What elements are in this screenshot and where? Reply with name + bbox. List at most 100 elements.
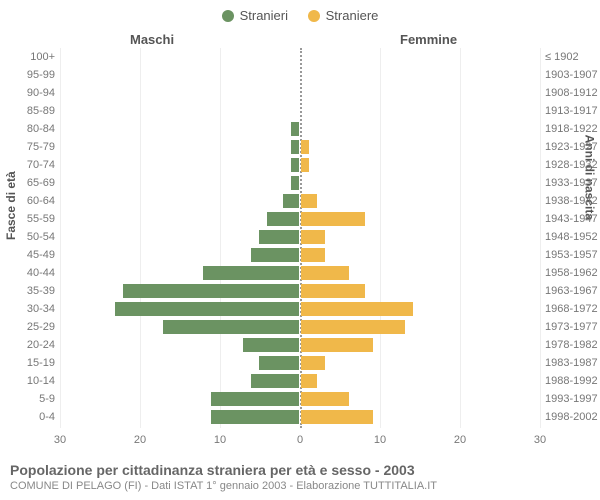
- bar-female: [301, 140, 309, 154]
- age-label: 75-79: [5, 138, 55, 156]
- age-label: 15-19: [5, 354, 55, 372]
- age-label: 90-94: [5, 84, 55, 102]
- birth-year-label: 1943-1947: [545, 210, 600, 228]
- bar-male: [291, 122, 299, 136]
- pyramid-row: 35-391963-1967: [60, 282, 540, 300]
- bar-female: [301, 392, 349, 406]
- age-label: 0-4: [5, 408, 55, 426]
- bar-female: [301, 248, 325, 262]
- bar-male: [243, 338, 299, 352]
- age-label: 95-99: [5, 66, 55, 84]
- birth-year-label: 1948-1952: [545, 228, 600, 246]
- legend-item-male: Stranieri: [222, 8, 288, 23]
- birth-year-label: 1918-1922: [545, 120, 600, 138]
- pyramid-row: 25-291973-1977: [60, 318, 540, 336]
- chart-footer: Popolazione per cittadinanza straniera p…: [10, 462, 590, 492]
- x-tick: 20: [134, 434, 146, 446]
- pyramid-row: 100+≤ 1902: [60, 48, 540, 66]
- age-label: 65-69: [5, 174, 55, 192]
- age-label: 30-34: [5, 300, 55, 318]
- bar-female: [301, 356, 325, 370]
- pyramid-row: 65-691933-1937: [60, 174, 540, 192]
- bar-female: [301, 302, 413, 316]
- birth-year-label: 1968-1972: [545, 300, 600, 318]
- pyramid-chart: 3020100102030100+≤ 190295-991903-190790-…: [60, 48, 540, 428]
- bar-female: [301, 320, 405, 334]
- bar-female: [301, 410, 373, 424]
- legend-label-male: Stranieri: [240, 8, 288, 23]
- bar-male: [291, 176, 299, 190]
- bar-male: [123, 284, 299, 298]
- birth-year-label: 1958-1962: [545, 264, 600, 282]
- bar-female: [301, 230, 325, 244]
- birth-year-label: 1908-1912: [545, 84, 600, 102]
- age-label: 25-29: [5, 318, 55, 336]
- legend: Stranieri Straniere: [0, 8, 600, 25]
- birth-year-label: 1963-1967: [545, 282, 600, 300]
- age-label: 35-39: [5, 282, 55, 300]
- birth-year-label: 1913-1917: [545, 102, 600, 120]
- birth-year-label: ≤ 1902: [545, 48, 600, 66]
- bar-male: [211, 410, 299, 424]
- circle-icon: [222, 10, 234, 22]
- x-tick: 0: [297, 434, 303, 446]
- x-tick: 20: [454, 434, 466, 446]
- age-label: 100+: [5, 48, 55, 66]
- pyramid-row: 75-791923-1927: [60, 138, 540, 156]
- birth-year-label: 1973-1977: [545, 318, 600, 336]
- pyramid-row: 0-41998-2002: [60, 408, 540, 426]
- pyramid-row: 5-91993-1997: [60, 390, 540, 408]
- gridline: [540, 48, 541, 428]
- pyramid-row: 45-491953-1957: [60, 246, 540, 264]
- bar-female: [301, 212, 365, 226]
- bar-male: [267, 212, 299, 226]
- age-label: 5-9: [5, 390, 55, 408]
- bar-female: [301, 266, 349, 280]
- age-label: 60-64: [5, 192, 55, 210]
- legend-label-female: Straniere: [326, 8, 379, 23]
- chart-subtitle: COMUNE DI PELAGO (FI) - Dati ISTAT 1° ge…: [10, 480, 590, 492]
- bar-male: [163, 320, 299, 334]
- bar-male: [283, 194, 299, 208]
- age-label: 45-49: [5, 246, 55, 264]
- birth-year-label: 1903-1907: [545, 66, 600, 84]
- bar-female: [301, 158, 309, 172]
- pyramid-row: 55-591943-1947: [60, 210, 540, 228]
- birth-year-label: 1923-1927: [545, 138, 600, 156]
- x-tick: 10: [374, 434, 386, 446]
- age-label: 80-84: [5, 120, 55, 138]
- birth-year-label: 1938-1942: [545, 192, 600, 210]
- age-label: 70-74: [5, 156, 55, 174]
- birth-year-label: 1988-1992: [545, 372, 600, 390]
- birth-year-label: 1928-1932: [545, 156, 600, 174]
- x-tick: 30: [534, 434, 546, 446]
- age-label: 50-54: [5, 228, 55, 246]
- birth-year-label: 1933-1937: [545, 174, 600, 192]
- bar-male: [203, 266, 299, 280]
- pyramid-row: 60-641938-1942: [60, 192, 540, 210]
- bar-female: [301, 374, 317, 388]
- pyramid-row: 85-891913-1917: [60, 102, 540, 120]
- birth-year-label: 1953-1957: [545, 246, 600, 264]
- pyramid-row: 20-241978-1982: [60, 336, 540, 354]
- column-title-left: Maschi: [130, 32, 174, 47]
- pyramid-row: 15-191983-1987: [60, 354, 540, 372]
- circle-icon: [308, 10, 320, 22]
- age-label: 40-44: [5, 264, 55, 282]
- chart-title: Popolazione per cittadinanza straniera p…: [10, 462, 590, 478]
- age-label: 20-24: [5, 336, 55, 354]
- bar-female: [301, 194, 317, 208]
- bar-female: [301, 338, 373, 352]
- birth-year-label: 1998-2002: [545, 408, 600, 426]
- bar-male: [251, 374, 299, 388]
- bar-male: [251, 248, 299, 262]
- age-label: 10-14: [5, 372, 55, 390]
- pyramid-row: 40-441958-1962: [60, 264, 540, 282]
- bar-male: [211, 392, 299, 406]
- pyramid-row: 80-841918-1922: [60, 120, 540, 138]
- birth-year-label: 1978-1982: [545, 336, 600, 354]
- pyramid-row: 70-741928-1932: [60, 156, 540, 174]
- pyramid-row: 95-991903-1907: [60, 66, 540, 84]
- bar-male: [259, 230, 299, 244]
- birth-year-label: 1993-1997: [545, 390, 600, 408]
